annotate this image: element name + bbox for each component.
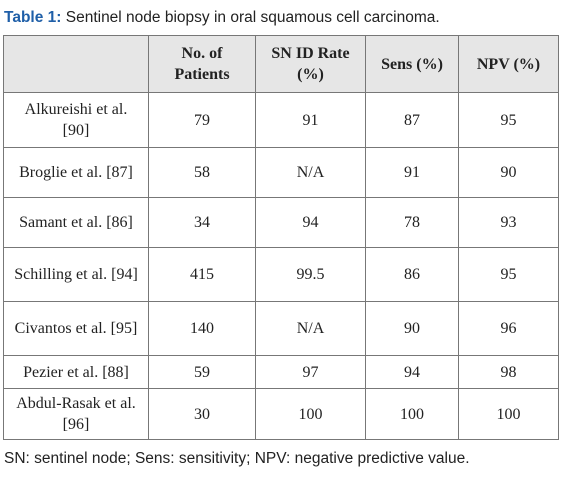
cell: 90 [365, 301, 459, 356]
cell: 90 [458, 147, 559, 198]
cell: 100 [458, 388, 559, 440]
cell: 78 [365, 197, 459, 248]
header-cell: No. of Patients [148, 35, 256, 93]
table-body: Alkureishi et al. [90] 79 91 87 95 Broglie et… [3, 92, 559, 440]
cell: 93 [458, 197, 559, 248]
cell: 99.5 [255, 247, 366, 302]
row-label: Schilling et al. [94] [3, 247, 149, 302]
header-cell: NPV (%) [458, 35, 559, 93]
cell: 91 [365, 147, 459, 198]
table-row: Abdul-Rasak et al. [96] 30 100 100 100 [3, 388, 559, 440]
table-row: Broglie et al. [87] 58 N/A 91 90 [3, 147, 559, 198]
header-cell: SN ID Rate (%) [255, 35, 366, 93]
cell: 140 [148, 301, 256, 356]
cell: 86 [365, 247, 459, 302]
cell: 100 [255, 388, 366, 440]
cell: 58 [148, 147, 256, 198]
header-cell [3, 35, 149, 93]
caption: Table 1: Sentinel node biopsy in oral sq… [4, 9, 440, 27]
caption-label: Table 1: [4, 9, 62, 26]
table-row: Schilling et al. [94] 415 99.5 86 95 [3, 247, 559, 302]
cell: 100 [365, 388, 459, 440]
table: No. of Patients SN ID Rate (%) Sens (%) NPV… [3, 35, 559, 440]
cell: 95 [458, 92, 559, 148]
row-label: Samant et al. [86] [3, 197, 149, 248]
header-row: No. of Patients SN ID Rate (%) Sens (%) NPV… [3, 35, 559, 93]
row-label: Civantos et al. [95] [3, 301, 149, 356]
cell: 34 [148, 197, 256, 248]
cell: 97 [255, 355, 366, 389]
footnote: SN: sentinel node; Sens: sensitivity; NP… [4, 450, 470, 467]
table-row: Samant et al. [86] 34 94 78 93 [3, 197, 559, 248]
cell: 30 [148, 388, 256, 440]
row-label: Broglie et al. [87] [3, 147, 149, 198]
table-row: Pezier et al. [88] 59 97 94 98 [3, 355, 559, 389]
cell: 96 [458, 301, 559, 356]
row-label: Pezier et al. [88] [3, 355, 149, 389]
cell: 87 [365, 92, 459, 148]
table-row: Alkureishi et al. [90] 79 91 87 95 [3, 92, 559, 148]
cell: 91 [255, 92, 366, 148]
cell: 59 [148, 355, 256, 389]
row-label: Alkureishi et al. [90] [3, 92, 149, 148]
cell: 415 [148, 247, 256, 302]
caption-text: Sentinel node biopsy in oral squamous ce… [65, 9, 440, 26]
cell: N/A [255, 301, 366, 356]
cell: 98 [458, 355, 559, 389]
row-label: Abdul-Rasak et al. [96] [3, 388, 149, 440]
cell: 94 [365, 355, 459, 389]
table-row: Civantos et al. [95] 140 N/A 90 96 [3, 301, 559, 356]
header-cell: Sens (%) [365, 35, 459, 93]
cell: 94 [255, 197, 366, 248]
cell: 79 [148, 92, 256, 148]
cell: N/A [255, 147, 366, 198]
cell: 95 [458, 247, 559, 302]
